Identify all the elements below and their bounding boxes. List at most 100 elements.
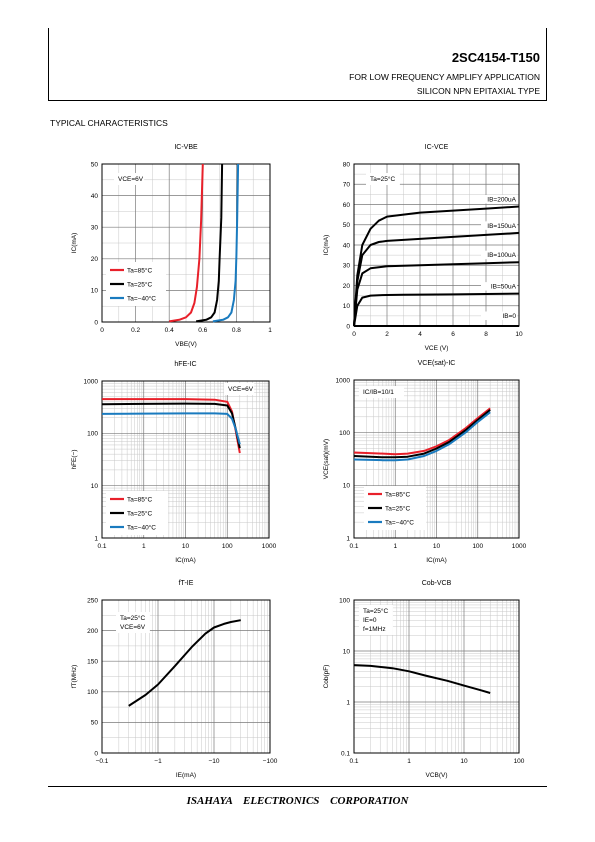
chart-title: fT-IE — [179, 580, 194, 587]
x-tick-label: 0.6 — [198, 327, 207, 334]
y-tick-label: 200 — [87, 628, 98, 635]
conditions-bg — [114, 173, 145, 185]
x-axis-label: VBE(V) — [175, 341, 197, 348]
conditions-bg — [366, 173, 400, 185]
x-tick-label: 0.1 — [97, 543, 106, 550]
x-tick-label: 0.1 — [349, 543, 358, 550]
series-line — [353, 261, 520, 327]
y-tick-label: 10 — [91, 483, 99, 490]
x-tick-label: 1000 — [262, 543, 277, 550]
curve-label: IB=200uA — [487, 197, 516, 204]
y-tick-label: 50 — [343, 222, 351, 229]
ic-vbe-chart: 0 0.2 0.4 0.6 0.8 101020304050IC-VBEVBE(V)IC(… — [71, 144, 272, 348]
y-tick-label: 100 — [87, 431, 98, 438]
y-tick-label: 1 — [346, 535, 350, 542]
x-tick-label: 10 — [460, 758, 468, 765]
series-line — [353, 231, 520, 327]
condition-text: VCE=6V — [228, 386, 254, 393]
x-tick-label: 0.8 — [232, 327, 241, 334]
x-tick-label: 8 — [484, 331, 488, 338]
x-tick-label: 0.4 — [165, 327, 174, 334]
curve-label-bg — [481, 282, 517, 291]
x-tick-label: −100 — [263, 758, 278, 765]
y-tick-label: 1 — [346, 699, 350, 706]
x-tick-label: 100 — [514, 758, 525, 765]
x-tick-label: 1 — [407, 758, 411, 765]
series-line — [128, 619, 241, 707]
x-tick-label: −1 — [154, 758, 162, 765]
series-line — [353, 409, 491, 459]
application-subtitle: FOR LOW FREQUENCY AMPLIFY APPLICATION — [349, 72, 540, 82]
chart-title: hFE-IC — [174, 361, 196, 368]
y-tick-label: 0.1 — [341, 750, 350, 757]
x-tick-label: 0 — [352, 331, 356, 338]
condition-text: Ta=25°C — [363, 607, 388, 615]
x-tick-label: 10 — [515, 331, 523, 338]
y-tick-label: 80 — [343, 161, 351, 168]
section-title: TYPICAL CHARACTERISTICS — [50, 118, 168, 128]
series-line — [353, 205, 520, 327]
legend-label: Ta=25°C — [127, 280, 152, 288]
grid — [354, 600, 519, 753]
series-line — [212, 163, 240, 323]
x-axis-label: IE(mA) — [176, 772, 196, 779]
curve-label: IB=50uA — [491, 284, 517, 291]
legend-label: Ta=85°C — [127, 266, 152, 274]
y-tick-label: 0 — [94, 750, 98, 757]
x-tick-label: 10 — [182, 543, 190, 550]
y-tick-label: 50 — [91, 161, 99, 168]
y-tick-label: 20 — [91, 256, 99, 263]
x-tick-label: 0 — [100, 327, 104, 334]
y-tick-label: 50 — [91, 720, 99, 727]
y-tick-label: 150 — [87, 659, 98, 666]
condition-text: Ta=25°C — [120, 614, 145, 622]
condition-text: IC/IB=10/1 — [363, 389, 394, 396]
y-tick-label: 40 — [91, 193, 99, 200]
x-axis-label: IC(mA) — [175, 557, 196, 564]
y-tick-label: 10 — [343, 303, 351, 310]
y-tick-label: 60 — [343, 202, 351, 209]
y-tick-label: 20 — [343, 283, 351, 290]
x-tick-label: −0.1 — [96, 758, 109, 765]
x-tick-label: 0.1 — [349, 758, 358, 765]
legend-label: Ta=85°C — [385, 490, 410, 498]
y-tick-label: 30 — [343, 263, 351, 270]
condition-text: f=1MHz — [363, 626, 386, 633]
chart-title: VCE(sat)-IC — [418, 360, 456, 367]
y-tick-label: 250 — [87, 597, 98, 604]
y-axis-label: Cob(pF) — [323, 665, 330, 689]
y-tick-label: 1 — [94, 535, 98, 542]
grid — [102, 600, 270, 753]
conditions-bg — [359, 605, 393, 635]
type-subtitle: SILICON NPN EPITAXIAL TYPE — [416, 86, 540, 96]
condition-text: Ta=25°C — [370, 175, 395, 183]
y-axis-label: fT(MHz) — [71, 665, 78, 688]
part-number: 2SC4154-T150 — [451, 50, 540, 65]
y-tick-label: 10 — [343, 648, 351, 655]
x-axis-label: VCB(V) — [425, 772, 447, 779]
ft-ie-chart: −0.1 −1 −10 −100 0 50 100 150 200 250 fT-IE IE(mA) f… — [71, 580, 278, 779]
x-tick-label: 100 — [472, 543, 483, 550]
y-axis-label: IC(mA) — [71, 233, 78, 254]
chart-title: IC-VBE — [174, 144, 198, 151]
condition-text: IE=0 — [363, 617, 377, 624]
plot-frame — [353, 379, 520, 539]
plot-frame — [353, 599, 520, 754]
condition-text: VCE=6V — [118, 176, 144, 183]
plot-frame — [101, 163, 271, 323]
x-tick-label: 1 — [268, 327, 272, 334]
legend-label: Ta=−40°C — [127, 523, 156, 531]
chart-title: Cob-VCB — [422, 580, 452, 587]
y-axis-label: VCE(sat)(mV) — [323, 439, 330, 479]
curve-label-bg — [481, 311, 517, 320]
curve-label-bg — [481, 221, 517, 230]
cob-vcb-chart: 0.1 1 10 100 0.1 1 10 100 Cob-VCB VCB(V) Cob(pF) Ta… — [323, 580, 525, 779]
series-line — [101, 412, 241, 445]
y-tick-label: 1000 — [84, 378, 99, 385]
y-tick-label: 100 — [339, 430, 350, 437]
x-tick-label: 1 — [142, 543, 146, 550]
legend-label: Ta=25°C — [127, 509, 152, 517]
curve-label-bg — [481, 250, 517, 260]
y-tick-label: 100 — [87, 689, 98, 696]
